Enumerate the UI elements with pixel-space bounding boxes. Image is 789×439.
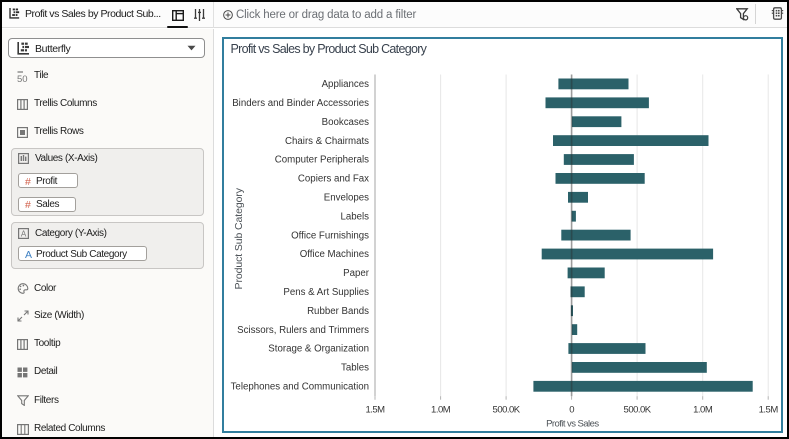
svg-text:Telephones and Communication: Telephones and Communication bbox=[231, 382, 369, 393]
svg-text:Bookcases: Bookcases bbox=[322, 117, 370, 128]
svg-text:Appliances: Appliances bbox=[322, 79, 370, 90]
svg-text:1.5M: 1.5M bbox=[759, 404, 779, 415]
svg-text:500.0K: 500.0K bbox=[624, 404, 652, 415]
svg-text:Binders and Binder Accessories: Binders and Binder Accessories bbox=[232, 98, 369, 109]
svg-text:1.5M: 1.5M bbox=[365, 404, 385, 415]
svg-text:Scissors, Rulers and Trimmers: Scissors, Rulers and Trimmers bbox=[237, 325, 369, 336]
svg-text:Paper: Paper bbox=[343, 268, 370, 279]
svg-text:Pens & Art Supplies: Pens & Art Supplies bbox=[283, 287, 369, 298]
svg-text:Storage & Organization: Storage & Organization bbox=[268, 344, 369, 355]
svg-text:500.0K: 500.0K bbox=[493, 404, 521, 415]
svg-text:Chairs & Chairmats: Chairs & Chairmats bbox=[285, 136, 369, 147]
svg-text:A: A bbox=[21, 229, 27, 238]
svg-text:Copiers and Fax: Copiers and Fax bbox=[298, 174, 369, 185]
svg-text:Rubber Bands: Rubber Bands bbox=[307, 306, 369, 317]
svg-text:1.0M: 1.0M bbox=[693, 404, 713, 415]
svg-text:0: 0 bbox=[569, 404, 574, 415]
svg-text:Labels: Labels bbox=[340, 211, 369, 222]
svg-text:Profit vs Sales: Profit vs Sales bbox=[546, 418, 599, 429]
svg-text:Office Machines: Office Machines bbox=[300, 249, 369, 260]
svg-text:50: 50 bbox=[17, 74, 28, 83]
svg-text:Product Sub Category: Product Sub Category bbox=[233, 187, 245, 289]
svg-text:Tables: Tables bbox=[341, 363, 369, 374]
svg-text:1.0M: 1.0M bbox=[431, 404, 451, 415]
svg-text:Office Furnishings: Office Furnishings bbox=[291, 230, 369, 241]
svg-text:Envelopes: Envelopes bbox=[324, 193, 369, 204]
svg-text:Computer Peripherals: Computer Peripherals bbox=[275, 155, 369, 166]
